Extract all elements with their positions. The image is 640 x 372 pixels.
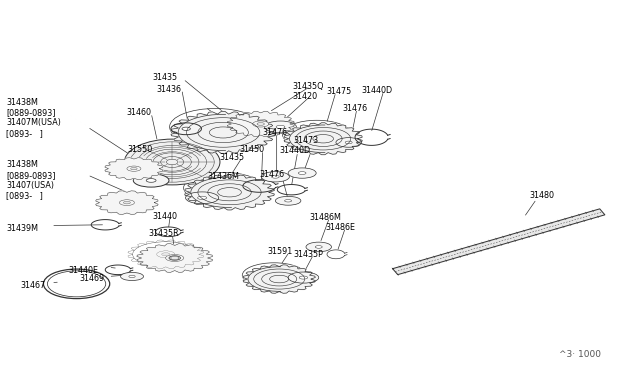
Ellipse shape <box>232 113 290 135</box>
Text: 31435R: 31435R <box>148 230 179 238</box>
Ellipse shape <box>336 138 362 147</box>
Text: 31486M: 31486M <box>310 213 342 222</box>
Polygon shape <box>227 111 294 137</box>
Polygon shape <box>243 265 316 293</box>
Ellipse shape <box>271 175 279 178</box>
Polygon shape <box>96 191 158 214</box>
Ellipse shape <box>186 192 219 204</box>
Ellipse shape <box>141 246 208 270</box>
Ellipse shape <box>190 177 269 208</box>
Ellipse shape <box>108 159 159 178</box>
Text: ^3· 1000: ^3· 1000 <box>559 350 601 359</box>
Text: 31467: 31467 <box>20 281 45 290</box>
Ellipse shape <box>182 127 190 131</box>
Text: 31435Q: 31435Q <box>292 82 323 91</box>
Text: 31420: 31420 <box>292 92 317 101</box>
Text: 31469: 31469 <box>80 274 105 283</box>
Ellipse shape <box>261 171 289 182</box>
Ellipse shape <box>127 166 141 171</box>
Text: 31476: 31476 <box>262 128 287 137</box>
Text: 31435: 31435 <box>152 73 177 81</box>
Ellipse shape <box>288 272 319 283</box>
Text: 31480: 31480 <box>529 191 554 200</box>
Text: 31450: 31450 <box>240 145 265 154</box>
Text: 31473: 31473 <box>293 137 318 145</box>
Ellipse shape <box>285 199 292 202</box>
Text: 31476: 31476 <box>259 170 285 179</box>
Ellipse shape <box>169 256 180 260</box>
Text: 31440: 31440 <box>152 212 177 221</box>
Text: 31460: 31460 <box>126 108 151 118</box>
Ellipse shape <box>316 246 322 248</box>
Ellipse shape <box>300 276 308 279</box>
Ellipse shape <box>177 114 269 151</box>
Ellipse shape <box>276 125 285 129</box>
Ellipse shape <box>120 272 143 280</box>
Text: 31591: 31591 <box>268 247 293 256</box>
Text: 31436M: 31436M <box>207 172 239 181</box>
Ellipse shape <box>253 121 269 127</box>
Ellipse shape <box>120 200 134 205</box>
Ellipse shape <box>146 179 156 182</box>
Ellipse shape <box>131 167 137 170</box>
Ellipse shape <box>162 253 170 256</box>
Text: 31440E: 31440E <box>68 266 99 275</box>
Ellipse shape <box>257 123 264 125</box>
Text: 31438M
[0889-0893]
31407M(USA)
[0893-   ]: 31438M [0889-0893] 31407M(USA) [0893- ] <box>6 97 61 138</box>
Ellipse shape <box>171 256 179 260</box>
Polygon shape <box>171 112 275 154</box>
Ellipse shape <box>345 141 352 144</box>
Ellipse shape <box>298 171 306 174</box>
Text: 31439M: 31439M <box>6 224 38 233</box>
Text: 31440D: 31440D <box>362 86 392 95</box>
Ellipse shape <box>124 139 220 185</box>
Text: 31435: 31435 <box>220 153 244 162</box>
Ellipse shape <box>124 201 131 204</box>
Text: 31438M
[0889-0893]
31407(USA)
[0893-   ]: 31438M [0889-0893] 31407(USA) [0893- ] <box>6 160 56 201</box>
Ellipse shape <box>264 121 296 133</box>
Ellipse shape <box>288 168 316 178</box>
Polygon shape <box>105 158 163 180</box>
Ellipse shape <box>166 254 184 262</box>
Text: 31486E: 31486E <box>325 223 355 232</box>
Ellipse shape <box>100 192 154 213</box>
Ellipse shape <box>306 242 332 252</box>
Ellipse shape <box>171 123 202 135</box>
Text: 31476: 31476 <box>342 104 367 113</box>
Text: 31436: 31436 <box>156 85 181 94</box>
Ellipse shape <box>133 174 169 187</box>
Text: 31435P: 31435P <box>293 250 323 259</box>
Polygon shape <box>392 209 605 275</box>
Polygon shape <box>137 244 212 272</box>
Ellipse shape <box>275 196 301 205</box>
Polygon shape <box>185 174 275 210</box>
Text: 31550: 31550 <box>127 145 153 154</box>
Ellipse shape <box>247 266 311 292</box>
Text: 31475: 31475 <box>326 87 351 96</box>
Polygon shape <box>284 123 362 155</box>
Text: 31440D: 31440D <box>280 147 311 155</box>
Ellipse shape <box>289 125 358 153</box>
Ellipse shape <box>198 196 207 199</box>
Ellipse shape <box>129 275 135 278</box>
